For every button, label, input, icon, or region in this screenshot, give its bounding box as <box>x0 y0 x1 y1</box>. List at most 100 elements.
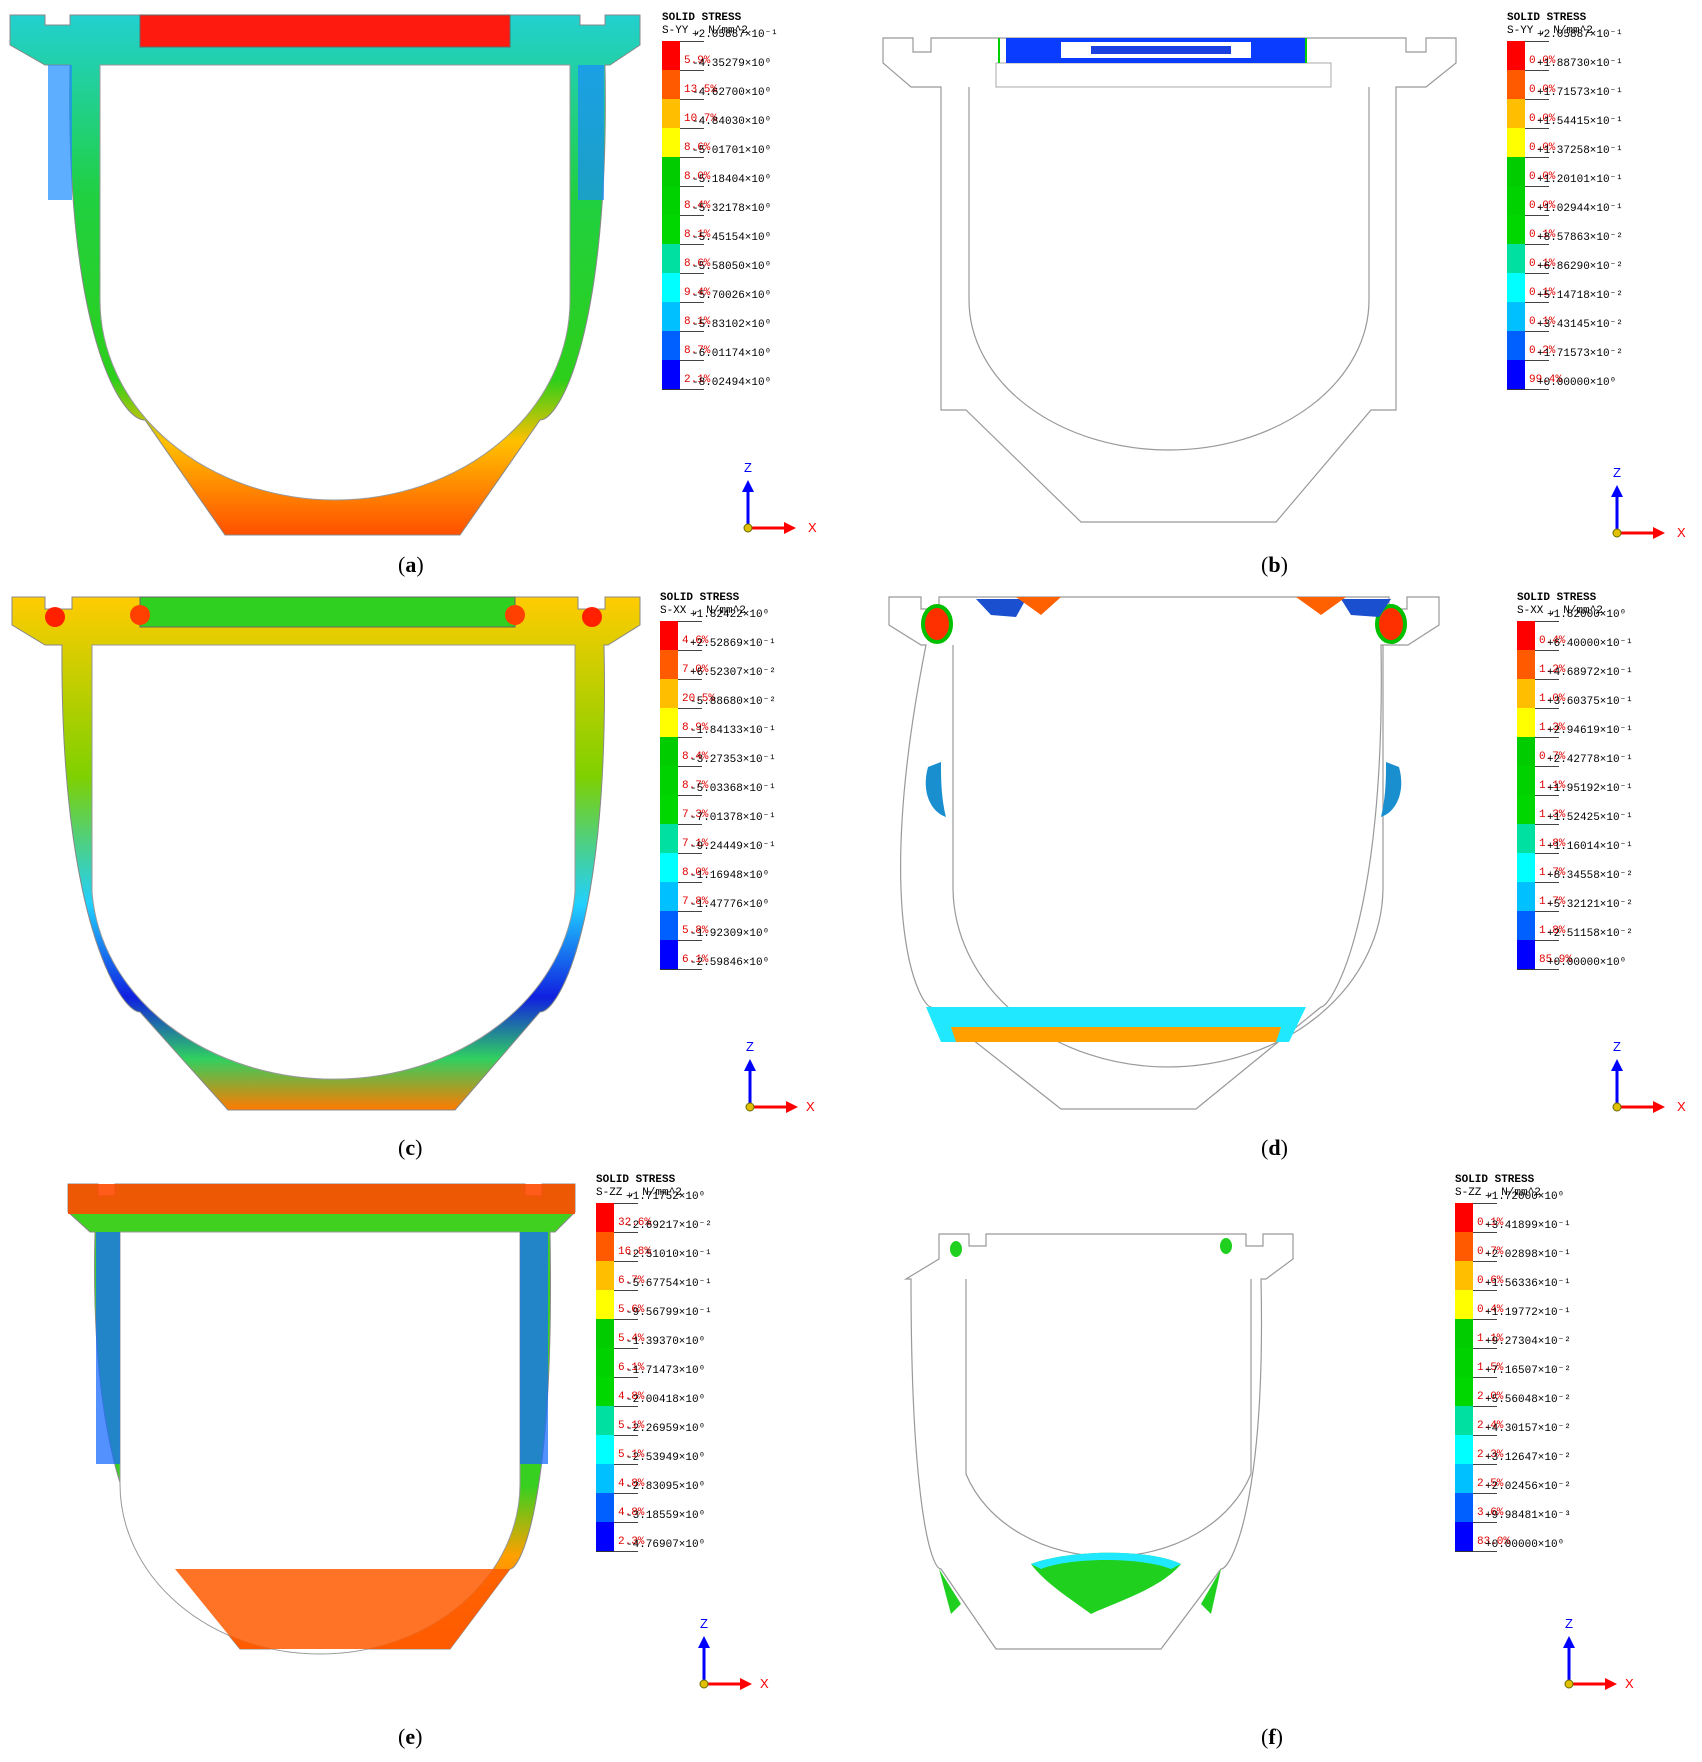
legend-swatch <box>662 186 680 216</box>
legend-value: +3.43145×10⁻² <box>1537 319 1623 331</box>
legend-tick <box>680 41 704 42</box>
legend-tick <box>678 679 702 680</box>
legend-percent: 1.1% <box>1477 1333 1504 1345</box>
legend-value: -9.24449×10⁻¹ <box>690 841 776 853</box>
legend-units: S-XX , N/mm^2 <box>660 605 746 617</box>
legend-tick <box>678 824 702 825</box>
legend-value: +1.82422×10⁰ <box>690 609 770 621</box>
legend-percent: 1.5% <box>1477 1362 1504 1374</box>
legend-value: -6.01174×10⁰ <box>692 348 772 360</box>
stress-contour-c <box>11 596 641 1111</box>
legend-percent: 0.1% <box>1529 229 1556 241</box>
legend-value: -2.59846×10⁰ <box>690 957 770 969</box>
legend-value: -1.39370×10⁰ <box>626 1336 706 1348</box>
legend-percent: 1.7% <box>1539 896 1566 908</box>
legend-value: +6.40000×10⁻¹ <box>1547 638 1633 650</box>
legend-tick <box>1473 1406 1497 1407</box>
legend-percent: 6.7% <box>618 1275 645 1287</box>
legend-tick <box>614 1493 638 1494</box>
legend-percent: 8.4% <box>682 751 709 763</box>
legend-scale: 0.4% 1.2% 1.0% 1.3% 0.7% 1.1% 1.3% 1.8% 1.7% 1.7%… <box>1517 609 1633 991</box>
legend-percent: 13.5% <box>684 84 718 96</box>
legend-tick <box>680 186 704 187</box>
legend-swatch <box>660 737 678 767</box>
legend-value: -4.62700×10⁰ <box>692 87 772 99</box>
legend-tick <box>678 621 702 622</box>
stress-contour-a <box>9 14 641 536</box>
legend-tick <box>680 331 704 332</box>
legend-swatch <box>596 1203 614 1233</box>
legend-percent: 1.0% <box>1539 693 1566 705</box>
legend-swatch <box>1517 795 1535 825</box>
legend-swatch <box>660 679 678 709</box>
legend-percent: 7.8% <box>682 896 709 908</box>
panel-f: SOLID STRESS S-ZZ , N/mm^2 0.1% 0.7% 0.6% 0… <box>851 1174 1702 1761</box>
legend-value: +0.00000×10⁰ <box>1537 377 1617 389</box>
legend-percent: 8.1% <box>684 229 711 241</box>
legend-value: -2.00418×10⁰ <box>626 1394 706 1406</box>
legend-swatch <box>596 1493 614 1523</box>
legend-value: -5.32178×10⁰ <box>692 203 772 215</box>
legend-swatch <box>662 302 680 332</box>
legend-percent: 1.8% <box>1539 838 1566 850</box>
legend-scale: 32.6% 16.8% 6.7% 5.6% 5.4% 6.1% 4.8% 5.1% 5.1% 4.… <box>596 1191 712 1573</box>
legend-value: +1.71752×10⁰ <box>626 1191 706 1203</box>
legend-tick <box>1535 708 1559 709</box>
legend-value: -5.83102×10⁰ <box>692 319 772 331</box>
legend-percent: 4.8% <box>618 1478 645 1490</box>
legend-swatch <box>1455 1406 1473 1436</box>
legend-percent: 4.8% <box>618 1507 645 1519</box>
stress-contour-b <box>882 37 1457 523</box>
legend-swatch <box>1517 679 1535 709</box>
legend-tick <box>1535 940 1559 941</box>
legend-percent: 1.2% <box>1539 664 1566 676</box>
legend-swatch <box>1517 882 1535 912</box>
legend-value: +6.52307×10⁻² <box>690 667 776 679</box>
legend-swatch <box>1455 1348 1473 1378</box>
legend-tick <box>1473 1377 1497 1378</box>
legend-swatch <box>1507 186 1525 216</box>
legend-tick <box>680 273 704 274</box>
legend-value: +1.02944×10⁻¹ <box>1537 203 1623 215</box>
legend-percent: 2.0% <box>1477 1391 1504 1403</box>
legend-percent: 16.8% <box>618 1246 652 1258</box>
legend-value: +5.56048×10⁻² <box>1485 1394 1571 1406</box>
legend-tick <box>680 215 704 216</box>
legend-tick <box>1525 41 1549 42</box>
legend-value: -2.83095×10⁰ <box>626 1481 706 1493</box>
legend-swatch <box>660 824 678 854</box>
legend-value: +3.60375×10⁻¹ <box>1547 696 1633 708</box>
legend-percent: 8.7% <box>682 780 709 792</box>
legend-units: S-XX , N/mm^2 <box>1517 605 1603 617</box>
legend-tick <box>1535 795 1559 796</box>
legend-swatch <box>1517 853 1535 883</box>
caption-a: (a) <box>398 552 424 577</box>
legend-tick <box>614 1435 638 1436</box>
legend-value: -5.18404×10⁰ <box>692 174 772 186</box>
legend-swatch <box>1455 1522 1473 1552</box>
legend-percent: 0.0% <box>1529 200 1556 212</box>
legend-tick <box>614 1348 638 1349</box>
legend-percent: 0.0% <box>1529 142 1556 154</box>
legend-tick <box>1473 1203 1497 1204</box>
legend-value: -9.56799×10⁻¹ <box>626 1307 712 1319</box>
legend-swatch <box>1507 157 1525 187</box>
legend-swatch <box>596 1377 614 1407</box>
legend-percent: 0.4% <box>1539 635 1566 647</box>
legend-swatch <box>596 1522 614 1552</box>
legend-title: SOLID STRESS <box>662 12 742 24</box>
legend-percent: 8.1% <box>684 316 711 328</box>
legend-swatch <box>1517 824 1535 854</box>
legend-tick <box>1525 186 1549 187</box>
legend-units: S-YY , N/mm^2 <box>662 25 748 37</box>
legend-swatch <box>1517 940 1535 970</box>
legend-title: SOLID STRESS <box>660 592 740 604</box>
legend-tick <box>1535 824 1559 825</box>
legend-swatch <box>596 1435 614 1465</box>
legend-swatch <box>660 940 678 970</box>
legend-tick <box>1473 1493 1497 1494</box>
legend-percent: 4.8% <box>618 1391 645 1403</box>
legend-swatch <box>1455 1261 1473 1291</box>
legend-swatch <box>662 128 680 158</box>
legend-swatch <box>662 273 680 303</box>
